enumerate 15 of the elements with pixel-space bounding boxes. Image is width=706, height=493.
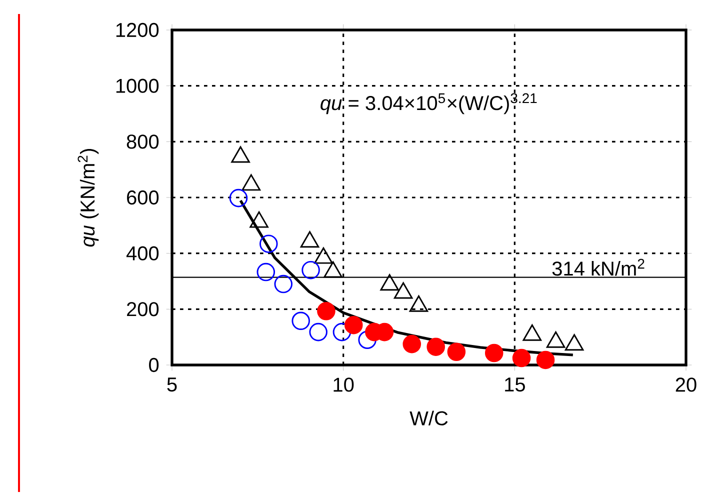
annotation: qu = 3.04×10$^{5}$×(W/C)$^{3.21}$ [320,93,537,114]
y-tick-label: 1000 [116,78,159,93]
y-tick-label: 400 [126,246,159,260]
y-tick-label: 800 [126,134,159,149]
ref-line-label: 314 kN/m$^{2}$ [552,258,644,276]
x-tick-label: 15 [505,378,525,392]
x-tick-label: 20 [676,378,696,392]
y-axis-title: qu (KN/m$^{2}$) [78,148,99,247]
y-tick-label: 1200 [116,22,159,38]
x-tick-label: 5 [167,378,177,392]
y-tick-label: 0 [149,358,159,372]
y-tick-label: 200 [127,302,159,316]
x-tick-label: 10 [334,378,354,392]
y-tick-label: 600 [127,190,159,205]
x-axis-title: W/C [410,410,448,426]
